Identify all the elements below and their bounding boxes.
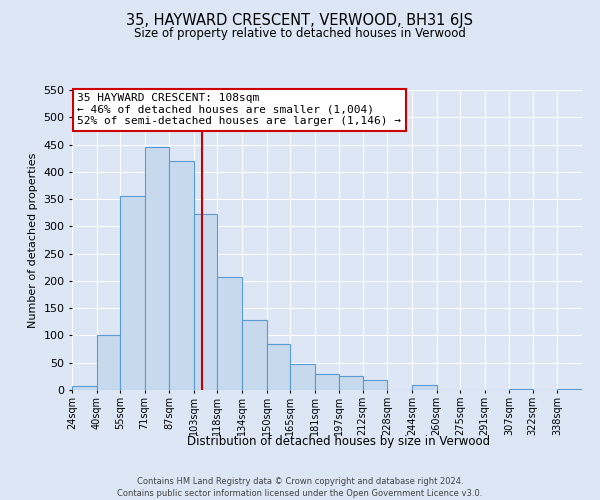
Bar [267, 344, 290, 390]
Bar [340, 376, 362, 390]
Bar [412, 385, 437, 390]
Bar [314, 374, 340, 390]
Y-axis label: Number of detached properties: Number of detached properties [28, 152, 38, 328]
Bar [242, 320, 267, 390]
Bar [557, 389, 582, 390]
Text: Distribution of detached houses by size in Verwood: Distribution of detached houses by size … [187, 435, 491, 448]
Bar [97, 336, 120, 390]
Text: Size of property relative to detached houses in Verwood: Size of property relative to detached ho… [134, 28, 466, 40]
Bar [509, 389, 533, 390]
Bar [120, 196, 145, 390]
Bar [194, 214, 217, 390]
Bar [169, 161, 194, 390]
Bar [145, 148, 169, 390]
Text: 35 HAYWARD CRESCENT: 108sqm
← 46% of detached houses are smaller (1,004)
52% of : 35 HAYWARD CRESCENT: 108sqm ← 46% of det… [77, 93, 401, 126]
Text: 35, HAYWARD CRESCENT, VERWOOD, BH31 6JS: 35, HAYWARD CRESCENT, VERWOOD, BH31 6JS [127, 12, 473, 28]
Bar [72, 386, 97, 390]
Bar [362, 380, 387, 390]
Text: Contains HM Land Registry data © Crown copyright and database right 2024.
Contai: Contains HM Land Registry data © Crown c… [118, 476, 482, 498]
Bar [290, 364, 314, 390]
Bar [217, 277, 242, 390]
